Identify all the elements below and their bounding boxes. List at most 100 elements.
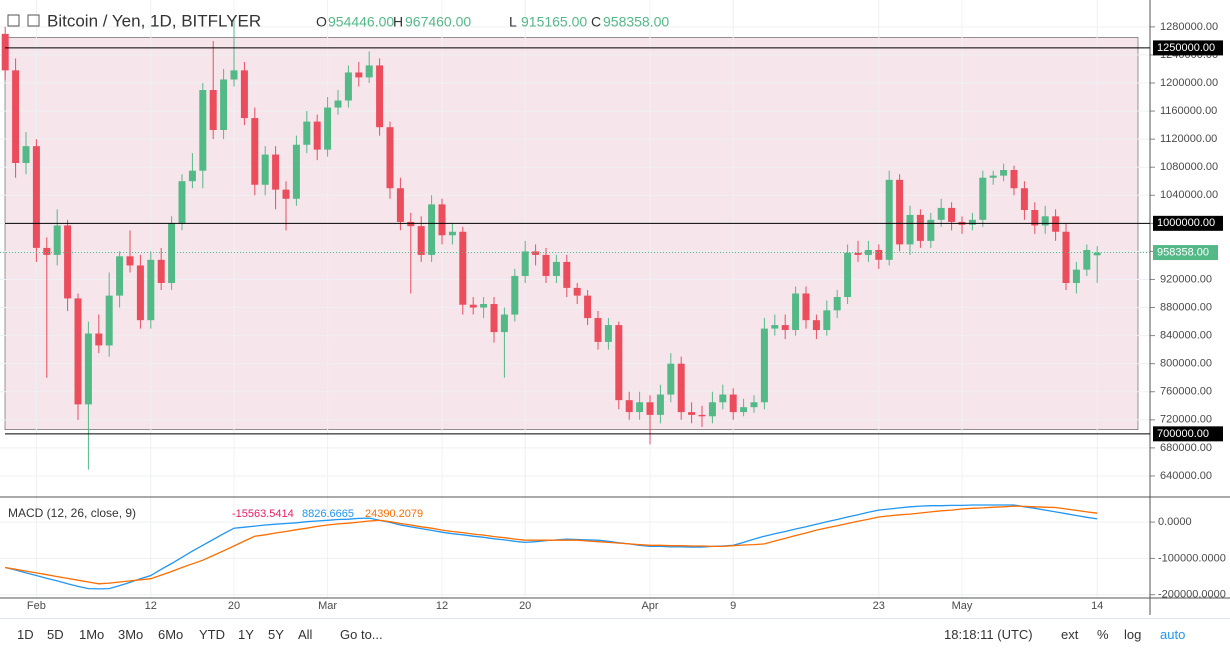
- candle-body: [1072, 269, 1080, 283]
- candle-body: [792, 293, 800, 330]
- candle-body: [448, 231, 456, 236]
- ohlc-value: 915165.00: [521, 14, 587, 30]
- candle-body: [53, 225, 61, 255]
- range-button[interactable]: 3Mo: [118, 627, 144, 642]
- candle-body: [1, 33, 9, 71]
- range-button[interactable]: 1Mo: [79, 627, 105, 642]
- candle-body: [116, 256, 124, 296]
- x-tick-label: 20: [519, 600, 531, 612]
- x-tick-label: Feb: [27, 600, 46, 612]
- candle-body: [490, 304, 498, 333]
- range-button[interactable]: YTD: [199, 627, 225, 642]
- candle-body: [105, 295, 113, 346]
- range-button[interactable]: 6Mo: [158, 627, 184, 642]
- candle-body: [386, 127, 394, 189]
- y-tick-label: 1080000.00: [1160, 161, 1218, 173]
- last-price-label: 958358.00: [1157, 246, 1209, 258]
- candle-body: [355, 72, 363, 78]
- y-tick-label: 1280000.00: [1160, 21, 1218, 33]
- option-button[interactable]: auto: [1160, 627, 1186, 642]
- candle-body: [32, 146, 40, 248]
- ohlc-key: L: [509, 14, 517, 30]
- chart: 640000.00 680000.00 720000.00 760000.00 8000…: [0, 0, 1230, 615]
- candle-body: [854, 252, 862, 255]
- level-tag: [1153, 215, 1223, 231]
- candle-body: [916, 214, 924, 241]
- macd-title: MACD (12, 26, close, 9): [8, 506, 136, 520]
- clock: 18:18:11 (UTC): [944, 627, 1033, 642]
- candle-body: [261, 154, 269, 185]
- y-tick-label: 0.0000: [1158, 516, 1192, 528]
- candle-body: [64, 225, 72, 299]
- option-button[interactable]: ext: [1061, 627, 1079, 642]
- goto-button[interactable]: Go to...: [340, 627, 383, 642]
- range-button[interactable]: 1D: [17, 627, 34, 642]
- icon: [27, 14, 40, 27]
- y-tick-label: 800000.00: [1160, 358, 1212, 370]
- level-label: 1000000.00: [1157, 217, 1215, 229]
- candle-body: [864, 250, 872, 255]
- symbol-title: Bitcoin / Yen, 1D, BITFLYER: [47, 11, 261, 30]
- x-tick-label: 20: [228, 600, 240, 612]
- ohlc-value: 958358.00: [603, 14, 669, 30]
- candle-body: [303, 121, 311, 145]
- macd-legend-value: 24390.2079: [365, 508, 423, 520]
- candle-body: [469, 304, 477, 308]
- candle-body: [344, 72, 352, 101]
- candle-body: [147, 259, 155, 321]
- range-button[interactable]: 1Y: [238, 627, 254, 642]
- candle-body: [220, 79, 228, 131]
- candle-body: [240, 70, 248, 119]
- last-price-tag: [1153, 245, 1218, 261]
- x-tick-label: 9: [730, 600, 736, 612]
- ohlc-value: 967460.00: [405, 14, 471, 30]
- candle-body: [251, 118, 259, 185]
- candle-body: [376, 65, 384, 128]
- candle-body: [927, 219, 935, 241]
- y-tick-label: 1200000.00: [1160, 77, 1218, 89]
- candle-body: [604, 325, 612, 342]
- candle-body: [396, 188, 404, 222]
- candle-body: [740, 407, 748, 413]
- candle-body: [771, 325, 779, 329]
- candle-body: [906, 214, 914, 245]
- candle-body: [1062, 231, 1070, 283]
- candle-body: [750, 402, 758, 408]
- candle-body: [480, 304, 488, 308]
- y-tick-label: 880000.00: [1160, 301, 1212, 313]
- candle-body: [1041, 216, 1049, 226]
- candle-body: [12, 70, 20, 163]
- candle-body: [760, 328, 768, 403]
- option-button[interactable]: %: [1097, 627, 1109, 642]
- y-tick-label: 1160000.00: [1160, 105, 1217, 117]
- candle-body: [563, 261, 571, 288]
- candle-body: [188, 170, 196, 182]
- candle-body: [126, 256, 134, 266]
- candle-body: [511, 275, 519, 315]
- candle-body: [1020, 188, 1028, 211]
- option-button[interactable]: log: [1124, 627, 1142, 642]
- candle-body: [812, 320, 820, 330]
- candle-body: [459, 231, 467, 305]
- candle-body: [833, 297, 841, 311]
- x-tick-label: May: [952, 600, 973, 612]
- x-tick-label: 14: [1091, 600, 1103, 612]
- level-tag: [1153, 426, 1223, 442]
- candle-body: [948, 207, 956, 222]
- range-button[interactable]: 5Y: [268, 627, 284, 642]
- candle-body: [584, 295, 592, 319]
- level-label: 700000.00: [1157, 428, 1209, 440]
- range-button[interactable]: 5D: [47, 627, 64, 642]
- candle-body: [552, 261, 560, 276]
- candle-body: [708, 402, 716, 417]
- candle-body: [417, 226, 425, 255]
- x-tick-label: 12: [436, 600, 448, 612]
- level-tag: [1153, 40, 1223, 56]
- candle-body: [1010, 170, 1018, 189]
- candle-body: [324, 107, 332, 150]
- toolbar: 1D 5D 1Mo 3Mo 6Mo YTD 1Y 5Y All Go to... 18:18:11 …: [0, 618, 1230, 651]
- candle-body: [636, 402, 644, 413]
- x-tick-label: Mar: [318, 600, 337, 612]
- y-tick-label: 680000.00: [1160, 442, 1212, 454]
- range-button[interactable]: All: [298, 627, 313, 642]
